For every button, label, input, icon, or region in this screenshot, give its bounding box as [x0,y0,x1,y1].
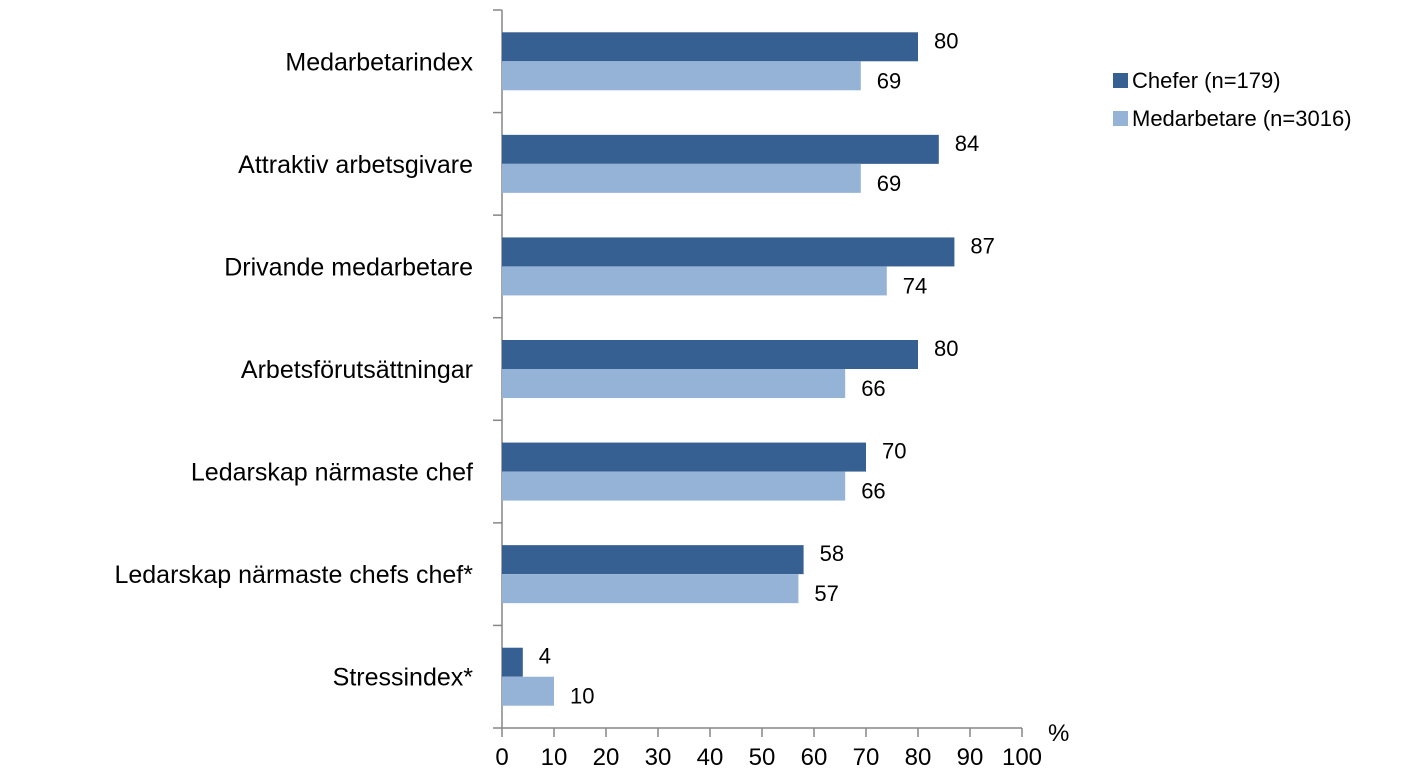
x-tick-label: 60 [801,744,828,771]
data-label: 66 [861,376,885,401]
data-label: 58 [820,541,844,566]
x-tick-label: 100 [1002,744,1042,771]
x-tick-label: 50 [749,744,776,771]
data-label: 10 [570,684,594,709]
bar-medarbetare [502,266,887,296]
category-label: Ledarskap närmaste chef [191,459,473,487]
bar-medarbetare [502,61,861,91]
x-tick-label: 40 [697,744,724,771]
x-tick-labels: 0 10 20 30 40 50 60 70 80 90 100 [495,744,1042,771]
x-tick-label: 90 [957,744,984,771]
x-tick-label: 80 [905,744,932,771]
bar-medarbetare [502,676,554,706]
x-tick-label: 20 [593,744,620,771]
legend-swatch [1113,73,1128,88]
legend-label: Chefer (n=179) [1132,68,1281,93]
data-label: 80 [934,336,958,361]
data-label: 84 [955,131,979,156]
bars [502,32,955,706]
category-label: Stressindex* [333,664,474,692]
data-label: 69 [877,171,901,196]
x-axis-unit: % [1048,720,1069,747]
legend-swatch [1113,111,1128,126]
bar-medarbetare [502,471,846,501]
bar-chefer [502,32,918,62]
x-tick-label: 30 [645,744,672,771]
data-label: 57 [814,581,838,606]
category-labels: Medarbetarindex Attraktiv arbetsgivare Dri… [114,48,473,691]
bar-chefer [502,442,866,472]
category-label: Arbetsförutsättningar [241,356,473,384]
bar-medarbetare [502,574,799,604]
bar-chefer [502,237,955,267]
bar-chefer [502,647,523,677]
category-label: Ledarskap närmaste chefs chef* [114,561,473,589]
legend-label: Medarbetare (n=3016) [1132,106,1352,131]
bar-medarbetare [502,369,846,398]
category-label: Drivande medarbetare [224,253,473,281]
data-label: 74 [903,273,927,298]
data-label: 80 [934,28,958,53]
category-label: Attraktiv arbetsgivare [238,151,473,179]
bar-medarbetare [502,163,861,193]
data-label: 87 [970,233,994,258]
category-label: Medarbetarindex [285,48,473,76]
data-label: 70 [882,439,906,464]
x-tick-label: 70 [853,744,880,771]
x-tick-label: 0 [495,744,508,771]
x-tick-label: 10 [541,744,568,771]
legend: Chefer (n=179) Medarbetare (n=3016) [1113,68,1352,131]
data-label: 69 [877,68,901,93]
data-label: 66 [861,479,885,504]
bar-chefer [502,545,804,575]
data-label: 4 [539,644,551,669]
bar-chefer [502,340,918,369]
value-labels: 80 69 84 69 87 74 80 66 70 66 58 57 4 10 [539,28,995,708]
bar-chefer [502,134,939,164]
